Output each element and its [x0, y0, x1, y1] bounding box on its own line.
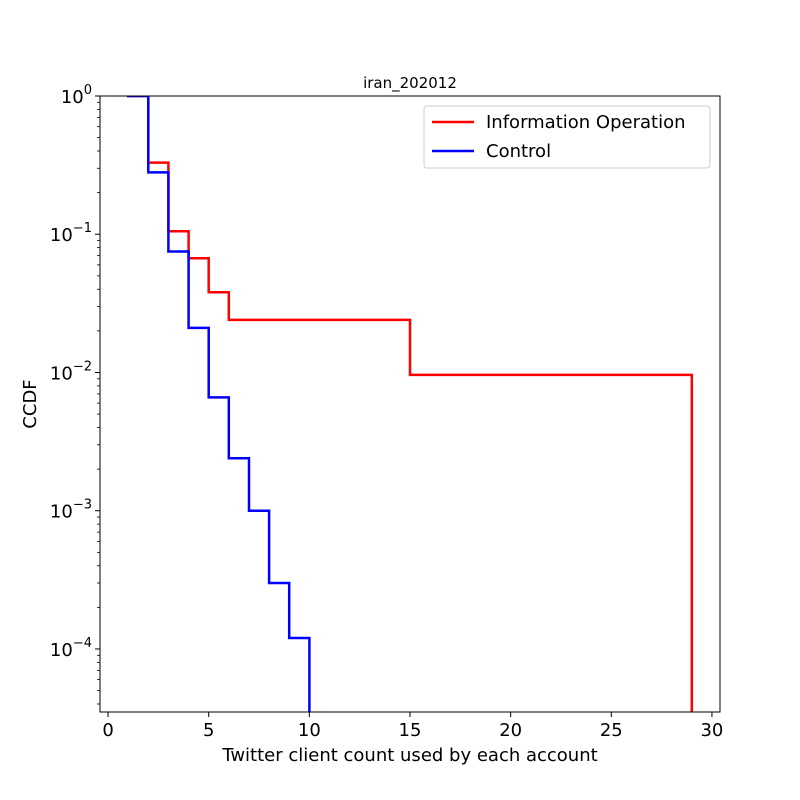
y-tick-label: 10−3 [50, 498, 92, 523]
plot-area [126, 96, 694, 712]
x-tick-label: 30 [700, 720, 723, 741]
x-tick-label: 0 [102, 720, 113, 741]
series-line [126, 96, 311, 712]
x-tick-label: 20 [499, 720, 522, 741]
x-tick-label: 10 [298, 720, 321, 741]
legend: Information Operation Control [423, 105, 711, 169]
y-axis: 100 10−1 10−2 10−3 10−4 [50, 83, 100, 705]
y-tick-label: 10−2 [50, 359, 92, 384]
legend-label: Information Operation [486, 112, 686, 133]
y-tick-label: 10−4 [50, 636, 92, 661]
x-axis-label: Twitter client count used by each accoun… [221, 745, 597, 766]
series-line [126, 96, 694, 712]
y-tick-label: 10−1 [50, 221, 92, 246]
x-tick-label: 5 [203, 720, 214, 741]
legend-box [423, 105, 711, 169]
legend-label: Control [486, 141, 551, 162]
y-axis-label: CCDF [20, 379, 41, 428]
y-tick-label: 100 [61, 83, 92, 108]
x-axis: 0 5 10 15 20 25 30 [102, 712, 723, 741]
chart-title: iran_202012 [363, 74, 457, 93]
x-tick-label: 15 [399, 720, 422, 741]
x-tick-label: 25 [600, 720, 623, 741]
plot-frame [99, 95, 721, 713]
